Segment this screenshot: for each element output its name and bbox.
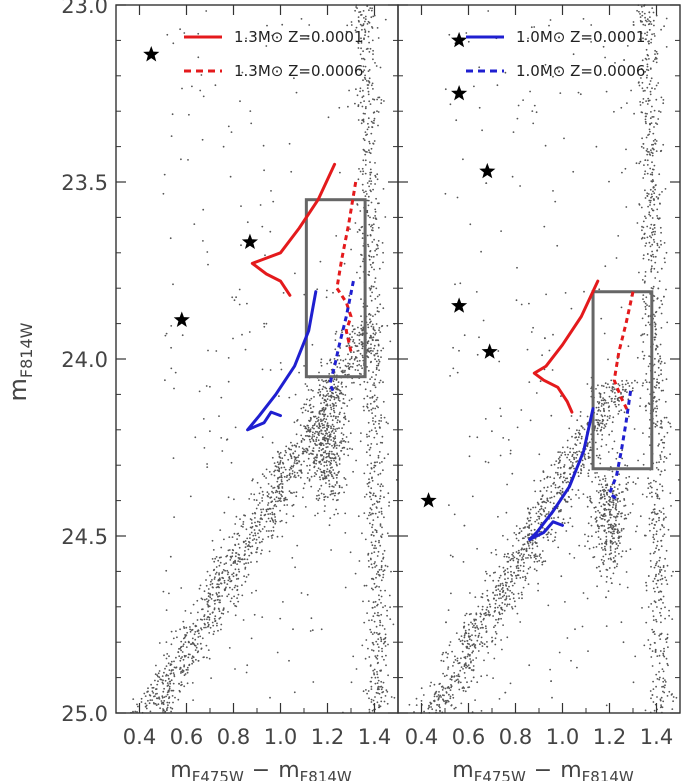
- star-marker: [451, 85, 468, 101]
- star-marker: [173, 311, 190, 327]
- y-tick-label: 25.0: [61, 702, 108, 726]
- legend-label: 1.3M⊙ Z=0.0001: [234, 28, 363, 46]
- star-marker: [481, 343, 498, 359]
- x-tick-label: 1.0: [264, 725, 297, 749]
- track-1.3m-z-0.0001-solid: [250, 162, 337, 297]
- x-tick-label: 1.2: [311, 725, 344, 749]
- x-tick-label: 1.2: [593, 725, 626, 749]
- legend-label: 1.0M⊙ Z=0.0001: [516, 28, 645, 46]
- star-marker: [451, 31, 468, 48]
- track-1.0m-z-0.0001-solid: [528, 407, 595, 541]
- track-1.0m-z-0.0006-dashed: [328, 280, 355, 396]
- y-tick-label: 24.5: [61, 525, 108, 549]
- plot-frame-right: [397, 4, 681, 714]
- x-tick-label: 0.8: [217, 725, 250, 749]
- field-stars-left: [130, 4, 398, 714]
- star-marker: [241, 233, 259, 250]
- field-stars-right: [408, 4, 680, 714]
- star-marker: [479, 162, 496, 179]
- star-marker: [143, 46, 160, 62]
- x-tick-label: 0.8: [499, 725, 532, 749]
- x-tick-label: 1.4: [640, 725, 673, 749]
- selection-box: [591, 290, 654, 471]
- x-tick-label: 0.6: [452, 725, 485, 749]
- selection-box: [304, 198, 367, 379]
- plot-frame-left: [115, 4, 399, 714]
- y-tick-label: 23.0: [61, 0, 108, 18]
- x-tick-label: 1.4: [358, 725, 391, 749]
- star-marker: [420, 492, 437, 508]
- x-tick-label: 0.6: [170, 725, 203, 749]
- star-marker: [451, 297, 468, 313]
- track-1.0m-z-0.0006-dashed: [608, 390, 633, 502]
- y-tick-label: 24.0: [61, 348, 108, 372]
- panel-right: 0.4 0.6 0.8 1.0 1.2 1.4 1.0M⊙ Z=0.0001 1.0M⊙ Z=…: [397, 4, 681, 781]
- x-axis-title: mF475W − mF814W: [452, 758, 634, 781]
- x-tick-label: 0.4: [123, 725, 156, 749]
- y-tick-label: 23.5: [61, 171, 108, 195]
- track-1.3m-z-0.0001-solid: [532, 279, 600, 414]
- legend-label: 1.0M⊙ Z=0.0006: [516, 62, 645, 80]
- x-tick-label: 0.4: [405, 725, 438, 749]
- x-axis-title: mF475W − mF814W: [170, 758, 352, 781]
- legend-label: 1.3M⊙ Z=0.0006: [234, 62, 363, 80]
- y-axis-title: mF814W: [4, 322, 36, 401]
- x-tick-label: 1.0: [546, 725, 579, 749]
- track-1.0m-z-0.0001-solid: [246, 290, 318, 432]
- track-1.3m-z-0.0006-dashed: [612, 291, 635, 413]
- panel-left: 0.4 0.6 0.8 1.0 1.2 1.4 23.0 23.5 24.0 24.5 25.0 1.…: [4, 0, 399, 781]
- track-1.3m-z-0.0006-dashed: [335, 181, 358, 353]
